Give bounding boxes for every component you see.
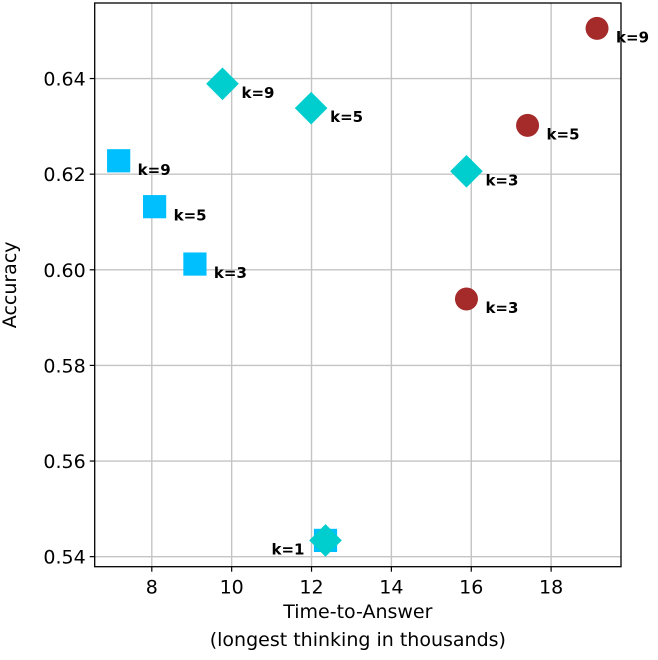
diamond-marker [294,91,328,125]
x-tick-label: 18 [539,577,563,599]
diamond-marker [206,67,239,101]
y-tick-label: 0.58 [43,355,85,377]
y-tick-label: 0.62 [43,164,85,186]
grid-lines [94,3,621,567]
square-marker [183,252,207,276]
axes-frame [94,2,622,568]
x-axis-label: Time-to-Answer [282,601,432,623]
x-axis-label-line2: (longest thinking in thousands) [210,629,506,651]
circle-marker [585,16,609,40]
point-label: k=9 [138,161,171,179]
square-marker [142,195,167,219]
point-label: k=9 [616,28,649,46]
x-tick-label: 10 [220,577,244,599]
point-label: k=1 [272,540,305,558]
diamond-marker [309,524,342,557]
y-tick-label: 0.60 [43,260,85,282]
y-axis-label: Accuracy [0,241,21,328]
x-tick-label: 14 [379,577,403,599]
y-tick-label: 0.64 [43,69,85,91]
point-labels: k=9 k=5 k=3 k=9 k=5 k=3 k=9 k=5 k=3 k=1 [138,28,649,558]
y-tick-label: 0.56 [43,451,85,473]
point-label: k=5 [174,207,207,225]
point-label: k=9 [241,84,274,102]
y-tick-label: 0.54 [43,547,85,569]
point-label: k=3 [485,171,518,189]
x-tick-label: 8 [146,577,158,599]
diamond-marker [450,154,483,188]
x-tick-label: 16 [459,577,483,599]
square-marker [107,149,131,173]
data-markers [107,16,609,557]
circle-marker [454,287,478,311]
point-label: k=5 [547,125,580,143]
point-label: k=3 [214,264,247,282]
circle-marker [516,113,540,137]
x-tick-label: 12 [299,577,323,599]
point-label: k=3 [485,299,518,317]
axis-ticks: 8 10 12 14 16 18 0.54 0.56 0.58 0.60 0.62 0.64 [43,69,563,599]
point-label: k=5 [330,108,363,126]
